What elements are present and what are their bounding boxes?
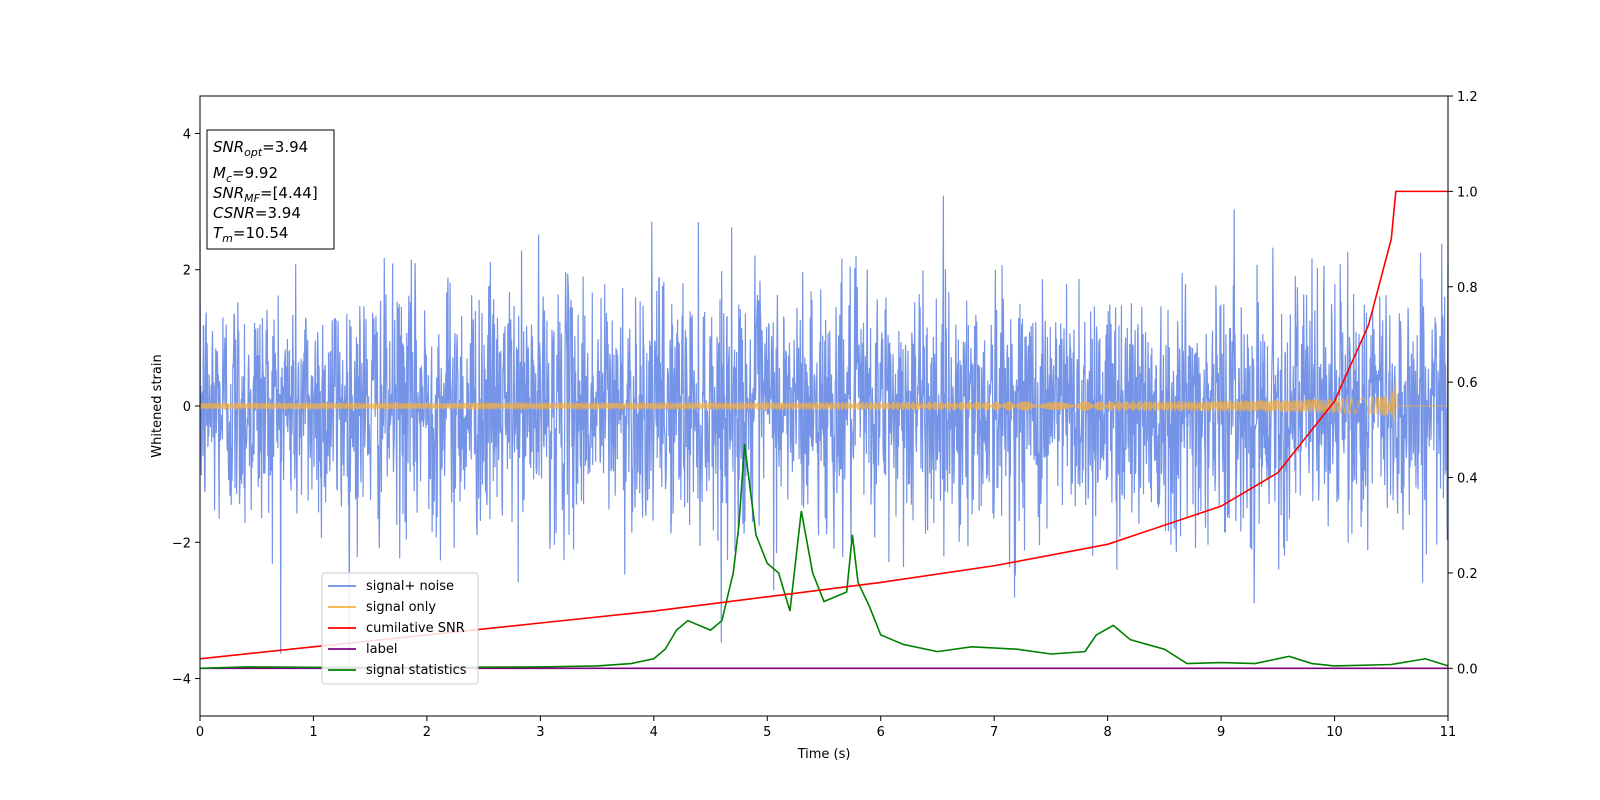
y-tick-label-right: 0.0 — [1457, 662, 1478, 677]
info-snr-mf-value: =[4.44] — [260, 184, 318, 202]
y-tick-label-right: 1.2 — [1457, 90, 1478, 105]
y-tick-label-right: 0.4 — [1457, 472, 1478, 487]
y-tick-label-left: 0 — [183, 400, 191, 415]
x-tick-label: 3 — [536, 725, 544, 740]
x-tick-label: 9 — [1217, 725, 1225, 740]
info-snr-mf-name: SNR — [213, 184, 244, 202]
legend-item: signal only — [328, 600, 436, 615]
info-tm-value: =10.54 — [233, 224, 289, 242]
series-signal-only-line — [199, 377, 1448, 423]
x-tick-label: 7 — [990, 725, 998, 740]
series-cumulative-snr-line — [199, 190, 1448, 660]
info-tm-sub: m — [222, 232, 233, 245]
x-tick-label: 0 — [196, 725, 204, 740]
legend-label: label — [366, 642, 397, 657]
y-tick-label-left: 2 — [183, 264, 191, 279]
y-tick-label-right: 1.0 — [1457, 185, 1478, 200]
info-mc: Mc=9.92 — [213, 164, 278, 185]
x-tick-label: 8 — [1103, 725, 1111, 740]
legend-item: label — [328, 642, 397, 657]
legend-label: cumilative SNR — [366, 621, 465, 636]
x-tick-label: 4 — [650, 725, 658, 740]
legend: signal+ noise signal only cumilative SNR… — [321, 572, 479, 685]
info-box: SNRopt=3.94 Mc=9.92 SNRMF=[4.44] CSNR=3.… — [206, 129, 335, 250]
series-signal-statistics-line — [199, 444, 1449, 670]
info-mc-value: =9.92 — [232, 164, 278, 182]
legend-label: signal+ noise — [366, 579, 454, 594]
x-tick-label: 1 — [309, 725, 317, 740]
x-tick-label: 11 — [1440, 725, 1457, 740]
y-tick-label-left: −2 — [172, 536, 191, 551]
x-axis-label: Time (s) — [797, 747, 851, 762]
info-snr-mf-sub: MF — [244, 192, 260, 205]
y-tick-label-right: 0.8 — [1457, 281, 1478, 296]
y-tick-label-right: 0.6 — [1457, 376, 1478, 391]
y-tick-label-left: 4 — [183, 127, 191, 142]
x-tick-label: 10 — [1326, 725, 1343, 740]
info-mc-sub: c — [226, 172, 232, 185]
info-snr-opt-name: SNR — [213, 138, 244, 156]
legend-item: signal+ noise — [328, 579, 454, 594]
y-tick-label-left: −4 — [172, 673, 191, 688]
legend-item: cumilative SNR — [328, 621, 465, 636]
x-tick-label: 6 — [877, 725, 885, 740]
x-tick-label: 5 — [763, 725, 771, 740]
y-tick-label-right: 0.2 — [1457, 567, 1478, 582]
info-csnr-value: =3.94 — [255, 204, 301, 222]
info-snr-mf: SNRMF=[4.44] — [213, 184, 318, 205]
x-tick-label: 2 — [423, 725, 431, 740]
info-tm-name: T — [213, 224, 224, 242]
info-csnr: CSNR=3.94 — [213, 204, 301, 222]
y-axis-label-left: Whitened strain — [150, 354, 165, 457]
legend-label: signal only — [366, 600, 436, 615]
info-box-frame — [206, 129, 335, 250]
legend-item: signal statistics — [328, 663, 467, 678]
info-csnr-name: CSNR — [213, 204, 255, 222]
legend-frame — [321, 572, 479, 685]
info-snr-opt-sub: opt — [244, 146, 263, 159]
series-signal-noise-line — [199, 195, 1449, 664]
legend-label: signal statistics — [366, 663, 467, 678]
axes: 0 1 2 3 4 5 6 7 8 9 10 11 −4 −2 0 2 4 0.0 0.2 0.4 0.6 0.8 1.0 1… — [172, 90, 1478, 740]
info-snr-opt: SNRopt=3.94 — [213, 138, 308, 159]
info-snr-opt-value: =3.94 — [262, 138, 308, 156]
info-tm: Tm=10.54 — [213, 224, 288, 245]
info-mc-name: M — [213, 164, 226, 182]
